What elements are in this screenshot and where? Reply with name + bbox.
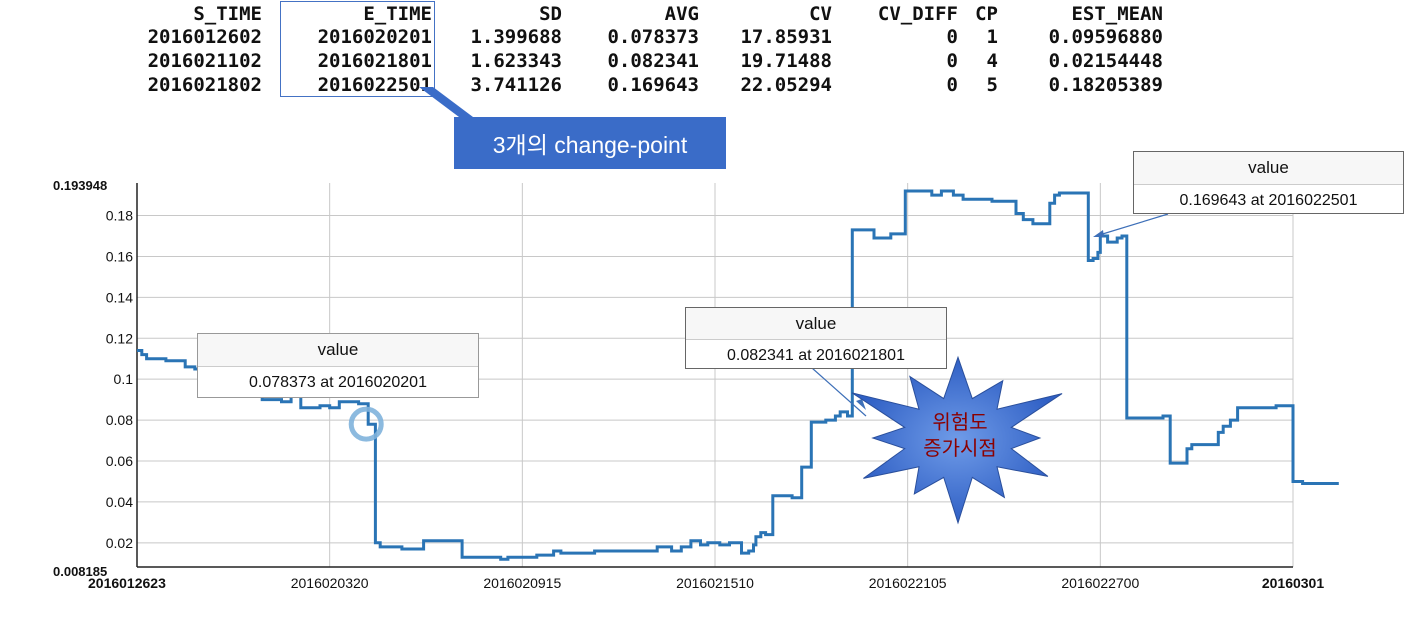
x-tick-label-6: 20160301 [1262,575,1325,591]
y-tick-label-6: 0.14 [106,289,133,305]
y-max-label: 0.193948 [53,178,107,193]
y-min-label: 0.008185 [53,564,107,579]
table-header-e-time: E_TIME [363,3,432,25]
table-header-est-mean: EST_MEAN [1071,3,1163,25]
tooltip-2-pointer [811,367,867,417]
tooltip-2-title: value [686,308,946,340]
tooltip-1-title: value [198,334,478,367]
table-header-cp: CP [975,3,998,25]
y-tick-label-0: 0.02 [106,535,133,551]
table-cell-r3-c7: 5 [986,74,998,96]
risk-increase-line2: 증가시점 [923,438,997,460]
table-header-sd: SD [539,3,562,25]
x-tick-label-4: 2016022105 [869,575,947,591]
table-cell-r3-c6: 0 [946,74,958,96]
table-cell-r2-c8: 0.02154448 [1048,50,1163,72]
table-header-cv: CV [809,3,832,25]
change-point-marker [348,406,384,442]
table-cell-r2-c3: 1.623343 [470,50,562,72]
table-cell-r2-c7: 4 [986,50,998,72]
table-cell-r1-c8: 0.09596880 [1048,26,1163,48]
table-cell-r3-c3: 3.741126 [470,74,562,96]
table-cell-r3-c8: 0.18205389 [1048,74,1163,96]
table-cell-r1-c5: 17.85931 [740,26,832,48]
callout-pointer [419,87,473,117]
table-cell-r1-c7: 1 [986,26,998,48]
tooltip-2: value 0.082341 at 2016021801 [685,307,947,369]
table-cell-r2-c5: 19.71488 [740,50,832,72]
table-cell-r1-c4: 0.078373 [607,26,699,48]
table-cell-r2-c2: 2016021801 [317,50,432,72]
table-header-avg: AVG [664,3,699,25]
tooltip-3-text: 0.169643 at 2016022501 [1179,192,1358,209]
tooltip-3-arrowhead [1093,230,1104,237]
x-tick-label-1: 2016020320 [291,575,369,591]
y-tick-label-5: 0.12 [106,330,133,346]
y-tick-label-3: 0.08 [106,412,133,428]
y-tick-label-7: 0.16 [106,248,133,264]
tooltip-3-pointer [1095,213,1169,237]
table-cell-r3-c4: 0.169643 [607,74,699,96]
risk-increase-label: 위험도 증가시점 [905,410,1015,462]
tooltip-3-title: value [1134,152,1403,185]
y-tick-label-4: 0.1 [114,371,134,387]
x-tick-label-3: 2016021510 [676,575,754,591]
table-cell-r2-c4: 0.082341 [607,50,699,72]
table-cell-r1-c6: 0 [946,26,958,48]
table-cell-r3-c2: 2016022501 [317,74,432,96]
e-time-highlight-box [280,1,435,97]
table-cell-r1-c3: 1.399688 [470,26,562,48]
table-header-cv-diff: CV_DIFF [877,3,958,25]
tooltip-2-arrowhead [856,399,866,410]
risk-increase-line1: 위험도 [932,412,988,434]
y-tick-label-1: 0.04 [106,494,133,510]
y-tick-label-8: 0.18 [106,208,133,224]
x-tick-label-5: 2016022700 [1061,575,1139,591]
table-cell-r3-c1: 2016021802 [147,74,262,96]
table-cell-r2-c6: 0 [946,50,958,72]
table-cell-r2-c1: 2016021102 [147,50,262,72]
y-tick-label-2: 0.06 [106,453,133,469]
table-cell-r1-c2: 2016020201 [317,26,432,48]
table-cell-r3-c5: 22.05294 [740,74,832,96]
table-header-s-time: S_TIME [193,3,262,25]
tooltip-1-text: 0.078373 at 2016020201 [249,374,427,391]
change-point-callout: 3개의 change-point [454,117,726,169]
risk-burst-shape [851,355,1063,525]
tooltip-2-text: 0.082341 at 2016021801 [727,347,905,364]
tooltip-1: value 0.078373 at 2016020201 [197,333,479,398]
tooltip-3: value 0.169643 at 2016022501 [1133,151,1404,214]
x-tick-label-2: 2016020915 [483,575,561,591]
series-line-0 [137,189,1339,561]
table-cell-r1-c1: 2016012602 [147,26,262,48]
x-tick-label-0: 2016012623 [88,575,166,591]
